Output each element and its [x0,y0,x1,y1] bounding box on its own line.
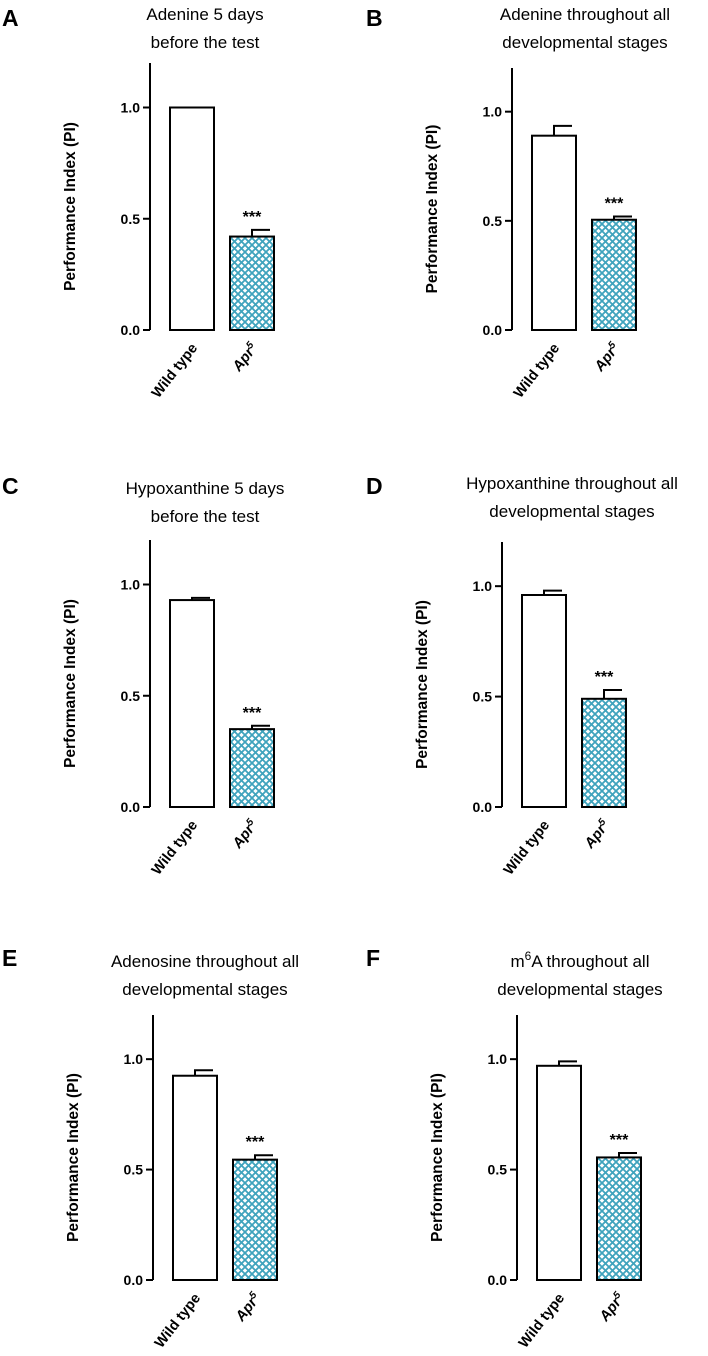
panel-letter: D [366,473,383,499]
y-tick-label: 1.0 [473,578,493,594]
bar-wild-type [521,594,567,808]
chart-title-line-2: developmental stages [489,502,654,521]
significance-label: *** [595,669,614,686]
category-label-wild-type: Wild type [152,1291,204,1352]
panel-letter: C [2,473,19,499]
category-label-apr5: Apr5 [228,816,261,852]
bar-apr5 [591,218,637,331]
y-tick-label: 0.5 [483,213,503,229]
bar-wild-type [172,1074,218,1281]
y-tick-label: 0.5 [473,689,493,705]
y-tick-label: 0.0 [488,1272,508,1288]
y-tick-label: 0.0 [473,799,493,815]
y-tick-label: 0.5 [124,1162,144,1178]
chart-panel-a: A Adenine 5 days before the test 0.0 0.5 1.0 P… [2,5,275,402]
y-axis-label: Performance Index (PI) [62,599,79,768]
panel-letter: A [2,5,19,31]
chart-title-line-2: developmental stages [122,980,287,999]
bar-apr5 [596,1156,642,1281]
chart-panel-b: B Adenine throughout all developmental sta… [366,5,670,401]
significance-label: *** [243,705,262,722]
y-tick-label: 1.0 [121,100,141,116]
y-tick-label: 0.5 [121,211,141,227]
category-label-wild-type: Wild type [516,1291,568,1352]
y-tick-label: 1.0 [488,1051,508,1067]
bar-wild-type [531,134,577,331]
chart-title-line-2: developmental stages [502,33,667,52]
category-label-apr5: Apr5 [590,339,623,375]
chart-panel-e: E Adenosine throughout all developmental s… [2,945,299,1351]
chart-title-line-1: Hypoxanthine throughout all [466,474,678,493]
chart-title-line-1: Adenine throughout all [500,5,670,24]
category-label-apr5: Apr5 [228,339,261,375]
bar-wild-type [536,1064,582,1281]
chart-title-line-1: Adenine 5 days [146,5,263,24]
significance-label: *** [610,1132,629,1149]
significance-label: *** [605,195,624,212]
panel-letter: F [366,945,380,971]
y-axis-label: Performance Index (PI) [62,122,79,291]
bar-apr5 [232,1158,278,1282]
category-label-wild-type: Wild type [149,818,201,879]
chart-title-line-1: Hypoxanthine 5 days [126,479,285,498]
bar-apr5 [229,235,275,331]
chart-title: m6A throughout all [510,949,649,971]
chart-title-line-2: before the test [151,507,260,526]
category-label-wild-type: Wild type [511,341,563,402]
chart-title-line-2: before the test [151,33,260,52]
y-tick-label: 0.0 [121,799,141,815]
chart-panel-d: D Hypoxanthine throughout all developmenta… [366,473,678,878]
category-label-apr5: Apr5 [580,816,613,852]
y-axis-label: Performance Index (PI) [414,600,431,769]
y-axis-label: Performance Index (PI) [65,1073,82,1242]
y-tick-label: 0.0 [483,322,503,338]
panel-letter: B [366,5,383,31]
category-label-apr5: Apr5 [231,1289,264,1325]
significance-label: *** [243,209,262,226]
y-tick-label: 0.5 [121,688,141,704]
category-label-apr5: Apr5 [595,1289,628,1325]
bar-apr5 [229,728,275,808]
panel-letter: E [2,945,17,971]
chart-title-line-2: developmental stages [497,980,662,999]
category-label-wild-type: Wild type [149,341,201,402]
significance-label: *** [246,1134,265,1151]
y-tick-label: 1.0 [483,104,503,120]
bar-apr5 [581,697,627,809]
y-tick-label: 1.0 [121,577,141,593]
bar-wild-type [169,106,215,331]
category-label-wild-type: Wild type [501,818,553,879]
y-tick-label: 0.0 [124,1272,144,1288]
y-tick-label: 1.0 [124,1051,144,1067]
y-axis-label: Performance Index (PI) [424,125,441,294]
bar-wild-type [169,599,215,809]
y-tick-label: 0.5 [488,1162,508,1178]
chart-panel-c: C Hypoxanthine 5 days before the test 0.0 0.… [2,473,284,878]
y-axis-label: Performance Index (PI) [429,1073,446,1242]
chart-title-line-1: Adenosine throughout all [111,952,299,971]
y-tick-label: 0.0 [121,322,141,338]
